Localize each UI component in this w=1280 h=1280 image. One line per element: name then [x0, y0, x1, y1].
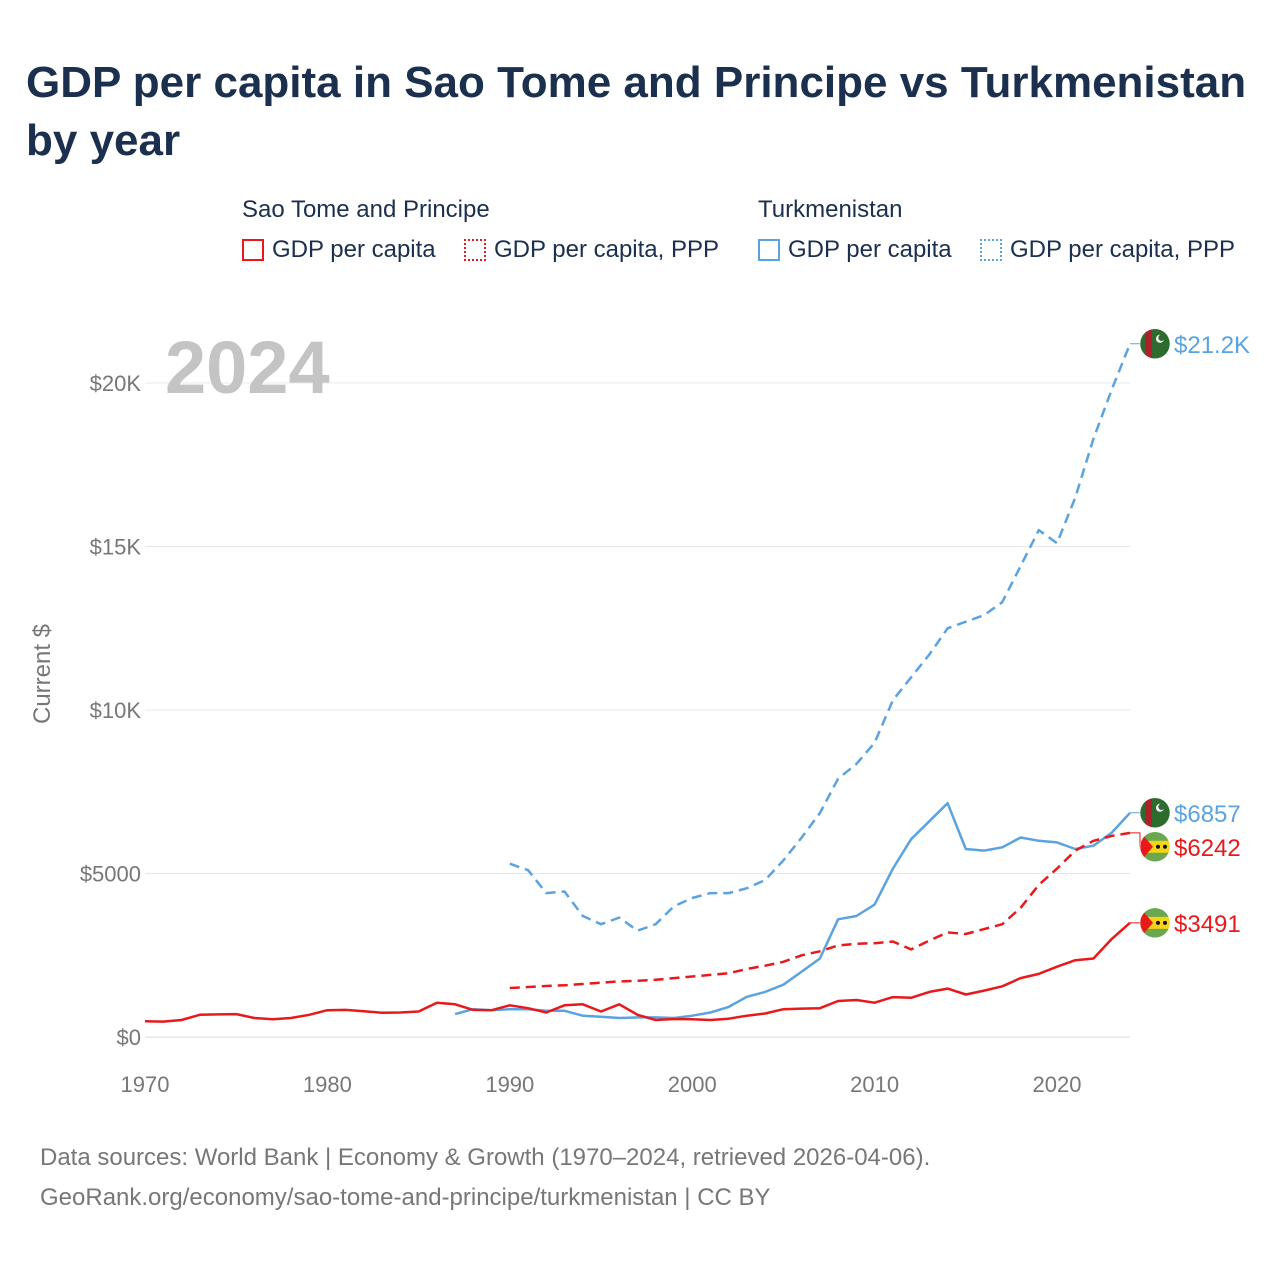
footer-url[interactable]: GeoRank.org/economy/sao-tome-and-princip… — [40, 1184, 771, 1211]
legend-group-title: Sao Tome and Principe — [242, 196, 490, 223]
y-tick-label: $15K — [90, 535, 142, 560]
series-lines — [144, 343, 1132, 1023]
series-line-tkm-ppp — [509, 343, 1132, 932]
sao-tome-flag-icon — [1139, 907, 1171, 939]
end-value-label: $21.2K — [1174, 332, 1250, 359]
x-tick-label: 1980 — [303, 1072, 352, 1097]
y-tick-label: $5000 — [80, 862, 141, 887]
legend-item-tkm-ppp[interactable]: GDP per capita, PPP — [980, 236, 1235, 264]
chart-title: GDP per capita in Sao Tome and Principe … — [26, 58, 1247, 165]
footer: Data sources: World Bank | Economy & Gro… — [40, 1138, 930, 1218]
y-axis-ticks: $0 $5000 $10K $15K $20K — [80, 371, 142, 1050]
x-tick-label: 2010 — [850, 1072, 899, 1097]
series-end-markers: $21.2K $6857 $6242 $3491 — [1130, 328, 1250, 939]
legend-group-sao-tome: Sao Tome and Principe GDP per capita GDP… — [242, 196, 742, 266]
end-value-label: $3491 — [1174, 911, 1241, 938]
legend-group-turkmenistan: Turkmenistan GDP per capita GDP per capi… — [758, 196, 1258, 266]
series-line-tkm-gdp — [454, 801, 1131, 1020]
sao-tome-flag-icon — [1139, 831, 1171, 863]
x-tick-label: 2000 — [668, 1072, 717, 1097]
y-tick-label: $10K — [90, 698, 142, 723]
legend-swatch-solid-blue — [758, 239, 780, 261]
y-tick-label: $20K — [90, 371, 142, 396]
y-tick-label: $0 — [117, 1025, 141, 1050]
legend-label: GDP per capita, PPP — [1010, 236, 1235, 263]
end-connector — [1130, 832, 1141, 847]
x-axis-ticks: 1970 1980 1990 2000 2010 2020 — [121, 1072, 1082, 1097]
legend-label: GDP per capita — [272, 236, 436, 263]
year-watermark: 2024 — [165, 326, 330, 409]
series-line-stp-gdp — [144, 921, 1131, 1023]
turkmenistan-flag-icon — [1139, 328, 1171, 360]
legend-swatch-dotted-red — [464, 239, 486, 261]
x-tick-label: 1990 — [485, 1072, 534, 1097]
legend-item-stp-gdp[interactable]: GDP per capita — [242, 236, 436, 264]
grid-lines — [145, 382, 1130, 1038]
x-tick-label: 2020 — [1033, 1072, 1082, 1097]
legend-item-stp-ppp[interactable]: GDP per capita, PPP — [464, 236, 719, 264]
y-axis-label: Current $ — [29, 624, 56, 724]
legend-swatch-dotted-blue — [980, 239, 1002, 261]
legend-group-title: Turkmenistan — [758, 196, 903, 223]
footer-sources: Data sources: World Bank | Economy & Gro… — [40, 1144, 931, 1171]
end-value-label: $6242 — [1174, 835, 1241, 862]
legend-label: GDP per capita, PPP — [494, 236, 719, 263]
legend-item-tkm-gdp[interactable]: GDP per capita — [758, 236, 952, 264]
end-value-label: $6857 — [1174, 801, 1241, 828]
x-tick-label: 1970 — [121, 1072, 170, 1097]
legend-swatch-solid-red — [242, 239, 264, 261]
legend-label: GDP per capita — [788, 236, 952, 263]
series-line-stp-ppp — [509, 831, 1131, 990]
turkmenistan-flag-icon — [1139, 797, 1171, 829]
